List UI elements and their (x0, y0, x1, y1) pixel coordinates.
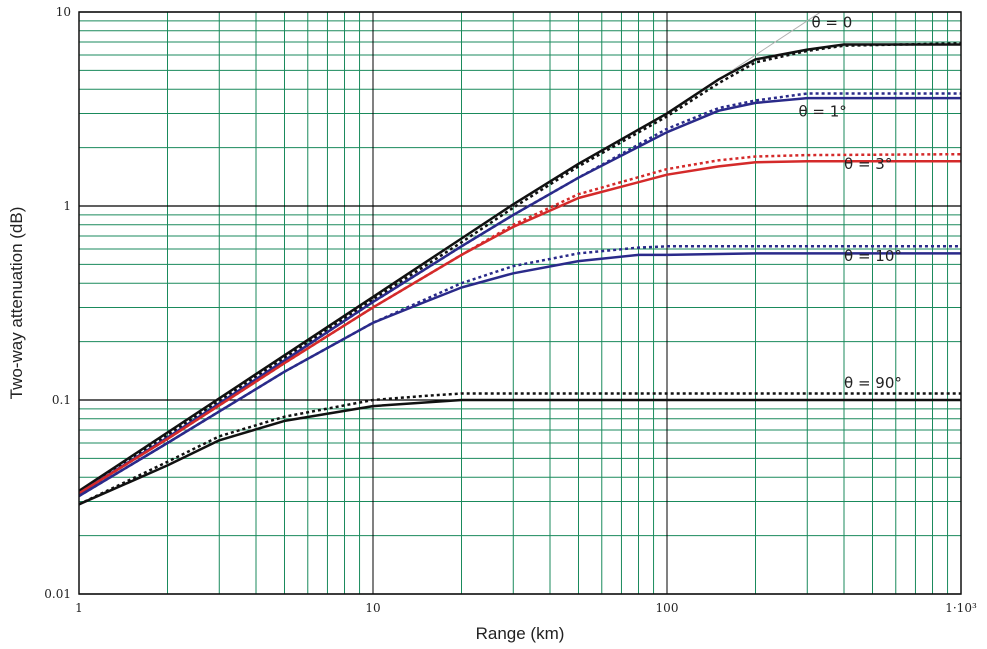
plot-frame (78, 11, 962, 595)
series-label: θ = 1° (798, 102, 846, 120)
y-tick-label: 1 (63, 199, 71, 213)
series-labels: θ = 0 θ = 1° θ = 3° θ = 10° θ = 90° (798, 14, 901, 393)
grid (78, 11, 962, 595)
y-tick-label: 0.01 (44, 587, 71, 601)
tick-labels: 1 10 100 1·10³ 0.01 0.1 1 10 (44, 5, 977, 615)
series-4-solid-line (79, 398, 961, 506)
series-4-dotted-line (79, 392, 961, 506)
series-label: θ = 90° (844, 374, 902, 392)
series-2-dotted-line (79, 152, 961, 495)
x-tick-label: 1·10³ (945, 601, 977, 615)
series-label: θ = 0 (811, 14, 852, 32)
series-0-solid-line (79, 43, 961, 492)
y-tick-label: 10 (56, 5, 71, 19)
y-tick-label: 0.1 (52, 393, 71, 407)
x-tick-label: 1 (75, 601, 83, 615)
series-0-dotted-line (79, 42, 961, 495)
series-label: θ = 10° (844, 247, 902, 265)
series-1-solid-line (79, 96, 961, 495)
y-axis-title: Two-way attenuation (dB) (7, 207, 26, 400)
x-tick-label: 100 (656, 601, 679, 615)
series-2-solid-line (79, 160, 961, 495)
series-label: θ = 3° (844, 155, 892, 173)
series-group (79, 12, 961, 506)
series-3-solid-line (79, 252, 961, 498)
series-1-dotted-line (79, 92, 961, 495)
x-tick-label: 10 (365, 601, 380, 615)
x-axis-title: Range (km) (476, 624, 565, 643)
